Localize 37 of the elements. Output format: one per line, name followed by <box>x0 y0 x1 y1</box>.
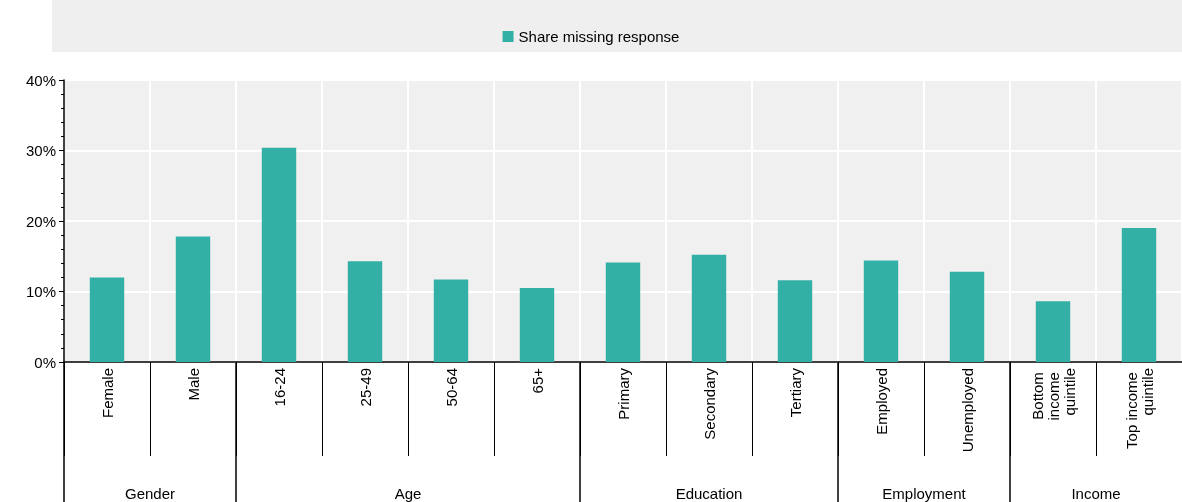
text: Employment <box>882 484 967 502</box>
x-tick-label: 16-24 <box>270 368 288 407</box>
x-tick-label: Secondary <box>700 367 718 440</box>
y-tick-label: 20% <box>25 212 56 230</box>
text: Education <box>675 484 743 502</box>
bar <box>89 277 125 362</box>
bar <box>261 147 297 362</box>
y-tick-label: 40% <box>25 71 56 89</box>
bar <box>433 279 469 362</box>
x-tick-label: 50-64 <box>442 368 460 407</box>
bar <box>1035 301 1071 362</box>
y-tick-label: 10% <box>25 283 56 300</box>
text: Income <box>1071 484 1121 502</box>
x-tick-label: Top income quintile <box>1122 368 1156 449</box>
bar <box>691 254 727 362</box>
bar <box>175 236 211 362</box>
bar <box>347 261 383 362</box>
bar <box>1121 228 1157 362</box>
legend-label: Share missing response <box>518 28 680 45</box>
y-tick-label: 30% <box>25 142 56 159</box>
bar <box>863 260 899 362</box>
x-tick-label: 65+ <box>528 367 546 394</box>
bar <box>949 271 985 362</box>
y-tick-label: 0% <box>34 353 56 371</box>
x-tick-label: Male <box>184 368 202 401</box>
text: Gender <box>124 484 176 502</box>
bar <box>777 280 813 362</box>
x-tick-label: Female <box>98 368 116 419</box>
x-tick-label: Employed <box>872 368 890 435</box>
x-tick-label: Bottom income quintile <box>1028 368 1078 421</box>
x-tick-label: Unemployed <box>958 368 976 453</box>
bar <box>519 287 555 362</box>
x-tick-label: Primary <box>614 367 632 420</box>
bar <box>605 262 641 362</box>
x-tick-label: Tertiary <box>786 367 804 418</box>
x-tick-label: 25-49 <box>356 368 374 407</box>
text: Age <box>394 484 422 502</box>
